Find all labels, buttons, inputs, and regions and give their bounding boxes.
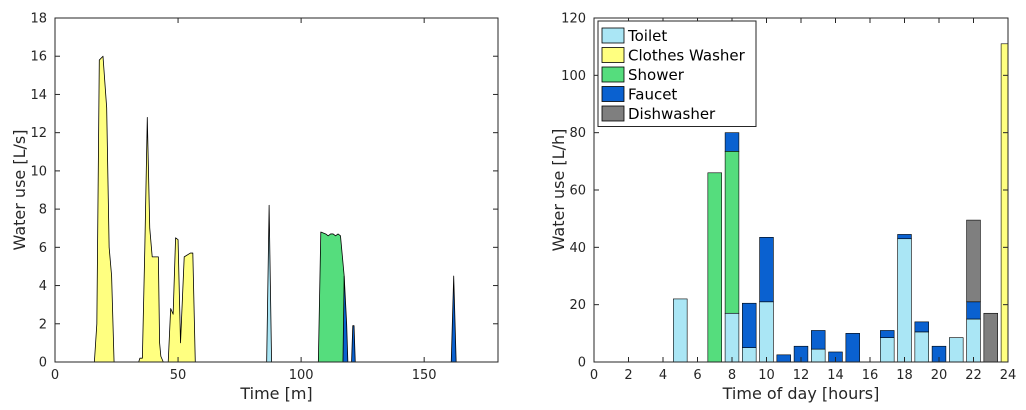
area-series-2 <box>167 237 196 363</box>
time-series-chart: 0 50 100 150 0 2 4 6 8 10 12 14 16 18 Time [m] Water us… <box>10 12 499 403</box>
x-tick-label: 8 <box>728 368 736 383</box>
bar-segment <box>811 348 826 363</box>
plot-frame <box>54 17 499 363</box>
y-tick-label: 20 <box>569 298 586 313</box>
hourly-bar-chart: 0 2 4 6 8 10 12 14 16 18 20 22 24020406080100120Time… <box>549 12 1016 404</box>
y-tick-label: 4 <box>39 279 47 294</box>
x-tick-label: 150 <box>412 368 437 383</box>
bar-segment <box>742 347 757 363</box>
bar-segment <box>897 234 912 240</box>
y-tick-label: 2 <box>39 317 47 332</box>
x-tick-label: 24 <box>1000 368 1017 383</box>
legend-swatch-2 <box>601 66 625 83</box>
x-tick-label: 12 <box>793 368 810 383</box>
area-series-0 <box>93 55 115 363</box>
y-tick-label: 120 <box>561 12 586 27</box>
y-tick-label: 10 <box>30 164 47 179</box>
x-axis-label: Time [m] <box>239 384 312 403</box>
x-tick-label: 50 <box>170 368 187 383</box>
bar-segment <box>966 301 981 320</box>
bar-segment <box>759 301 774 363</box>
y-tick-label: 0 <box>39 356 47 371</box>
y-tick-label: 60 <box>569 184 586 199</box>
bar-segment <box>724 132 740 152</box>
y-tick-label: 14 <box>30 88 47 103</box>
x-tick-label: 14 <box>827 368 844 383</box>
bar-segment <box>845 333 860 363</box>
bar-segment <box>897 238 912 363</box>
bar-segment <box>776 354 791 363</box>
legend-label-2: Shower <box>628 66 685 84</box>
x-tick-label: 10 <box>758 368 775 383</box>
y-tick-label: 6 <box>39 241 47 256</box>
y-tick-label: 12 <box>30 126 47 141</box>
bar-segment <box>966 219 981 303</box>
bar-segment <box>880 337 895 363</box>
y-tick-label: 8 <box>39 203 47 218</box>
y-tick-label: 18 <box>30 12 47 27</box>
x-tick-label: 18 <box>896 368 913 383</box>
plot-area <box>55 18 498 362</box>
legend-label-1: Clothes Washer <box>628 47 746 65</box>
bar-segment <box>742 302 757 348</box>
area-series-1 <box>138 116 164 363</box>
bar-segment <box>949 337 964 363</box>
x-tick-label: 0 <box>51 368 59 383</box>
bar-segment <box>707 172 722 363</box>
bar-segment <box>983 312 998 363</box>
bar-segment <box>673 298 688 363</box>
x-tick-label: 0 <box>590 368 598 383</box>
bar-segment <box>724 312 740 363</box>
bar-segment <box>914 321 929 333</box>
x-tick-label: 22 <box>965 368 982 383</box>
x-axis-label: Time of day [hours] <box>722 384 880 403</box>
legend-swatch-3 <box>601 86 625 102</box>
bar-segment <box>914 331 929 363</box>
bar-segment <box>1000 43 1009 363</box>
y-axis-label: Water use [L/s] <box>10 130 29 251</box>
y-tick-label: 100 <box>561 69 586 84</box>
bar-segment <box>724 151 740 314</box>
x-tick-label: 20 <box>931 368 948 383</box>
bar-segment <box>966 318 981 363</box>
bar-segment <box>811 330 826 350</box>
x-tick-label: 2 <box>624 368 632 383</box>
legend-swatch-0 <box>601 27 625 44</box>
y-tick-label: 80 <box>569 126 586 141</box>
x-tick-label: 16 <box>862 368 879 383</box>
y-axis-label: Water use [L/h] <box>549 129 568 252</box>
legend-swatch-1 <box>601 47 625 63</box>
area-series-4 <box>317 231 346 363</box>
legend-label-4: Dishwasher <box>628 105 716 123</box>
y-tick-label: 16 <box>30 50 47 65</box>
bar-segment <box>759 237 774 303</box>
legend-label-0: Toilet <box>627 27 667 45</box>
legend-swatch-4 <box>601 105 625 122</box>
legend-label-3: Faucet <box>628 86 677 104</box>
y-tick-label: 40 <box>569 241 586 256</box>
bar-segment <box>880 330 895 338</box>
x-tick-label: 4 <box>659 368 667 383</box>
plot-frame <box>593 17 1009 363</box>
x-tick-label: 6 <box>693 368 701 383</box>
y-tick-label: 0 <box>578 356 586 371</box>
x-tick-label: 100 <box>289 368 314 383</box>
